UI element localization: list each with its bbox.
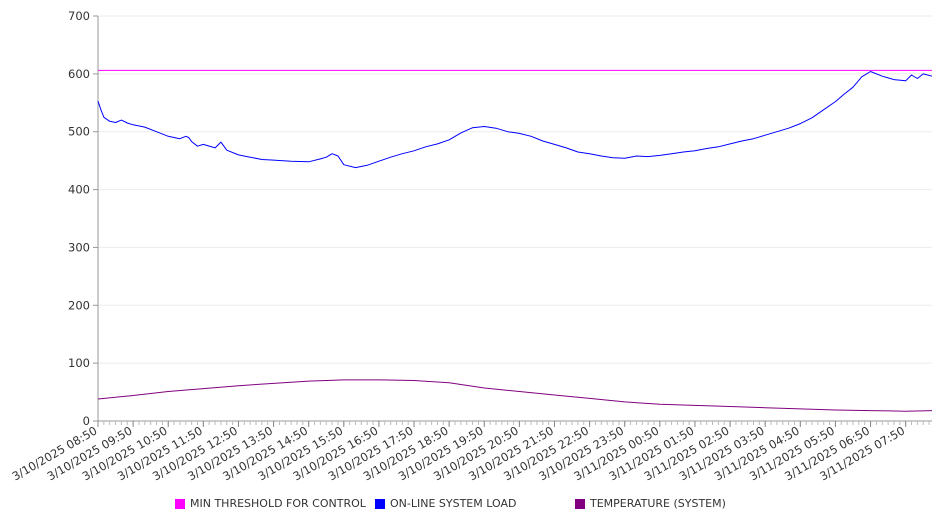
legend-item-online-system-load[interactable]: ON-LINE SYSTEM LOAD bbox=[375, 497, 516, 510]
legend-item-min-threshold[interactable]: MIN THRESHOLD FOR CONTROL bbox=[175, 497, 366, 510]
y-tick-label-200: 200 bbox=[68, 298, 90, 312]
legend-label-temperature: TEMPERATURE (SYSTEM) bbox=[590, 497, 726, 510]
legend-label-min-threshold: MIN THRESHOLD FOR CONTROL bbox=[190, 497, 366, 510]
series-line-online-system-load bbox=[97, 71, 933, 169]
legend: MIN THRESHOLD FOR CONTROL ON-LINE SYSTEM… bbox=[0, 497, 946, 515]
legend-item-temperature[interactable]: TEMPERATURE (SYSTEM) bbox=[575, 497, 726, 510]
y-tick-label-500: 500 bbox=[68, 125, 90, 139]
x-axis: 3/10/2025 08:503/10/2025 09:503/10/2025 … bbox=[10, 420, 932, 483]
y-tick-label-300: 300 bbox=[68, 240, 90, 254]
legend-swatch-temperature bbox=[575, 498, 585, 509]
y-axis: 0 100 200 300 400 500 600 700 bbox=[68, 9, 99, 428]
legend-swatch-online-system-load bbox=[375, 498, 385, 509]
y-tick-label-100: 100 bbox=[68, 356, 90, 370]
y-tick-label-700: 700 bbox=[68, 9, 90, 23]
legend-label-online-system-load: ON-LINE SYSTEM LOAD bbox=[390, 497, 517, 510]
y-tick-label-400: 400 bbox=[68, 183, 90, 197]
y-tick-label-0: 0 bbox=[83, 414, 90, 428]
series-lines bbox=[97, 69, 933, 412]
grid-lines bbox=[98, 15, 932, 422]
line-chart: 0 100 200 300 400 500 600 700 3/10/2025 08:503/… bbox=[10, 9, 933, 483]
y-tick-label-600: 600 bbox=[68, 67, 90, 81]
legend-swatch-min-threshold bbox=[175, 498, 185, 509]
series-line-temperature bbox=[97, 379, 933, 412]
